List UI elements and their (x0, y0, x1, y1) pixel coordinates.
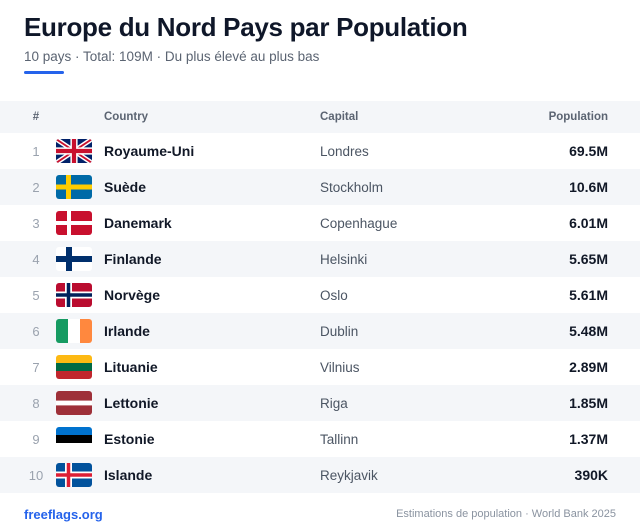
row-rank: 6 (32, 323, 40, 339)
row-rank: 8 (32, 395, 40, 411)
row-capital: Helsinki (320, 251, 368, 267)
row-capital: Dublin (320, 323, 359, 339)
row-country: Irlande (104, 323, 150, 339)
row-country: Finlande (104, 251, 162, 267)
row-rank: 4 (32, 251, 40, 267)
row-country: Suède (104, 179, 147, 195)
row-rank: 2 (32, 179, 40, 195)
column-header-capital: Capital (320, 111, 359, 123)
latvia-flag-icon (56, 391, 92, 415)
row-population: 5.61M (569, 287, 608, 303)
row-country: Norvège (104, 287, 161, 303)
row-population: 10.6M (569, 179, 608, 195)
row-capital: Stockholm (320, 179, 384, 195)
table-row: 3 Danemark Copenhague 6.01M (0, 205, 640, 241)
row-population: 5.65M (569, 251, 608, 267)
row-capital: Tallinn (320, 431, 359, 447)
row-capital: Londres (320, 143, 369, 159)
row-country: Estonie (104, 431, 155, 447)
table-row: 5 Norvège Oslo 5.61M (0, 277, 640, 313)
footer-source-note: Estimations de population · World Bank 2… (396, 508, 616, 520)
column-header-country: Country (104, 111, 149, 123)
iceland-flag-icon (56, 463, 92, 487)
table-row: 9 Estonie Tallinn 1.37M (0, 421, 640, 457)
row-rank: 10 (28, 467, 44, 483)
row-capital: Copenhague (320, 215, 398, 231)
title-accent-bar (24, 71, 64, 74)
uk-flag-icon (56, 139, 92, 163)
row-rank: 9 (32, 431, 40, 447)
row-country: Lituanie (104, 359, 158, 375)
row-country: Lettonie (104, 395, 159, 411)
table-row: 10 Islande Reykjavik 390K (0, 457, 640, 493)
row-capital: Reykjavik (320, 467, 378, 483)
row-country: Danemark (104, 215, 172, 231)
row-rank: 3 (32, 215, 40, 231)
footer: freeflags.org Estimations de population … (0, 503, 640, 525)
row-population: 6.01M (569, 215, 608, 231)
row-capital: Vilnius (320, 359, 360, 375)
row-population: 69.5M (569, 143, 608, 159)
row-population: 1.85M (569, 395, 608, 411)
page-subtitle: 10 pays · Total: 109M · Du plus élevé au… (24, 49, 320, 64)
estonia-flag-icon (56, 427, 92, 451)
sweden-flag-icon (56, 175, 92, 199)
population-table: # Country Capital Population 1 Royaume-Un… (0, 101, 640, 493)
row-country: Islande (104, 467, 153, 483)
table-row: 7 Lituanie Vilnius 2.89M (0, 349, 640, 385)
row-capital: Riga (320, 395, 348, 411)
row-rank: 1 (32, 143, 40, 159)
row-population: 5.48M (569, 323, 608, 339)
ireland-flag-icon (56, 319, 92, 343)
table-header-row: # Country Capital Population (0, 101, 640, 133)
row-population: 390K (574, 467, 608, 483)
table-body: 1 Royaume-Uni Londres 69.5M 2 Suède Stockholm 1… (0, 133, 640, 493)
column-header-population: Population (548, 111, 608, 123)
table-row: 8 Lettonie Riga 1.85M (0, 385, 640, 421)
table-row: 4 Finlande Helsinki 5.65M (0, 241, 640, 277)
table-row: 6 Irlande Dublin 5.48M (0, 313, 640, 349)
row-rank: 7 (32, 359, 40, 375)
finland-flag-icon (56, 247, 92, 271)
norway-flag-icon (56, 283, 92, 307)
row-rank: 5 (32, 287, 40, 303)
row-population: 1.37M (569, 431, 608, 447)
table-row: 2 Suède Stockholm 10.6M (0, 169, 640, 205)
row-population: 2.89M (569, 359, 608, 375)
row-country: Royaume-Uni (104, 143, 195, 159)
page-title: Europe du Nord Pays par Population (24, 12, 468, 42)
denmark-flag-icon (56, 211, 92, 235)
row-capital: Oslo (320, 287, 348, 303)
lithuania-flag-icon (56, 355, 92, 379)
column-header-rank: # (32, 111, 40, 123)
table-row: 1 Royaume-Uni Londres 69.5M (0, 133, 640, 169)
footer-brand-link[interactable]: freeflags.org (24, 506, 103, 522)
